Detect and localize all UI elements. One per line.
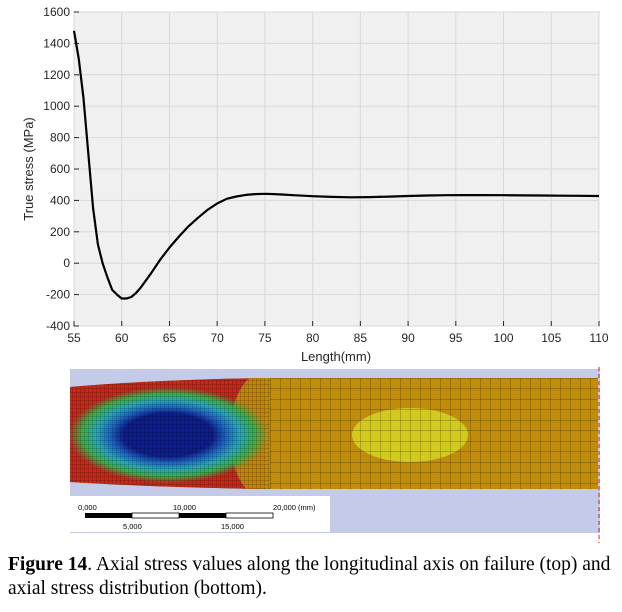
x-tick-label: 100 xyxy=(494,331,514,345)
stress-series-line xyxy=(72,30,600,300)
x-tick-label: 105 xyxy=(541,331,561,345)
x-tick-label: 70 xyxy=(211,331,225,345)
caption-text: . Axial stress values along the longitud… xyxy=(8,554,611,599)
y-tick-label: 200 xyxy=(50,225,70,239)
ticks: 55 60 65 70 75 80 85 90 95 100 105 110 -400 -200 0 200 4… xyxy=(43,5,609,345)
y-tick-label: -400 xyxy=(46,319,70,333)
scale-label-15: 15,000 xyxy=(221,522,244,531)
scale-segment-4 xyxy=(225,512,274,519)
scale-label-0: 0,000 xyxy=(78,503,97,512)
stress-chart: 55 60 65 70 75 80 85 90 95 100 105 110 -400 -200 0 200 4… xyxy=(21,5,609,364)
scale-segment-3 xyxy=(179,513,226,518)
mesh-coarse xyxy=(270,378,598,489)
stress-distribution-image: 0,000 10,000 20,000 (mm) 5,000 15,000 xyxy=(70,367,600,543)
y-tick-label: 1400 xyxy=(43,36,70,50)
x-tick-label: 85 xyxy=(354,331,368,345)
x-tick-label: 75 xyxy=(258,331,272,345)
x-tick-label: 65 xyxy=(163,331,177,345)
y-tick-label: 800 xyxy=(50,131,70,145)
y-tick-label: 0 xyxy=(63,256,70,270)
figure-label: Figure 14 xyxy=(8,554,88,575)
x-tick-label: 90 xyxy=(401,331,415,345)
y-tick-label: 1600 xyxy=(43,5,70,19)
x-axis-label: Length(mm) xyxy=(301,349,371,364)
y-tick-label: 600 xyxy=(50,162,70,176)
series xyxy=(72,30,600,300)
x-tick-label: 60 xyxy=(115,331,129,345)
mesh-fine xyxy=(70,378,270,489)
y-tick-label: 1200 xyxy=(43,68,70,82)
scale-label-20: 20,000 (mm) xyxy=(273,503,316,512)
figure-caption: Figure 14. Axial stress values along the… xyxy=(8,553,616,601)
x-tick-label: 55 xyxy=(67,331,81,345)
x-tick-label: 95 xyxy=(449,331,463,345)
y-axis-label: True stress (MPa) xyxy=(21,117,36,221)
scale-label-10: 10,000 xyxy=(173,503,196,512)
x-tick-label: 110 xyxy=(589,331,608,345)
scale-segment-1 xyxy=(85,513,132,518)
x-tick-label: 80 xyxy=(306,331,320,345)
y-tick-label: 400 xyxy=(50,193,70,207)
y-tick-label: 1000 xyxy=(43,99,70,113)
grid xyxy=(73,11,600,327)
scale-label-5: 5,000 xyxy=(123,522,142,531)
scale-segment-2 xyxy=(131,512,180,519)
y-tick-label: -200 xyxy=(46,288,70,302)
